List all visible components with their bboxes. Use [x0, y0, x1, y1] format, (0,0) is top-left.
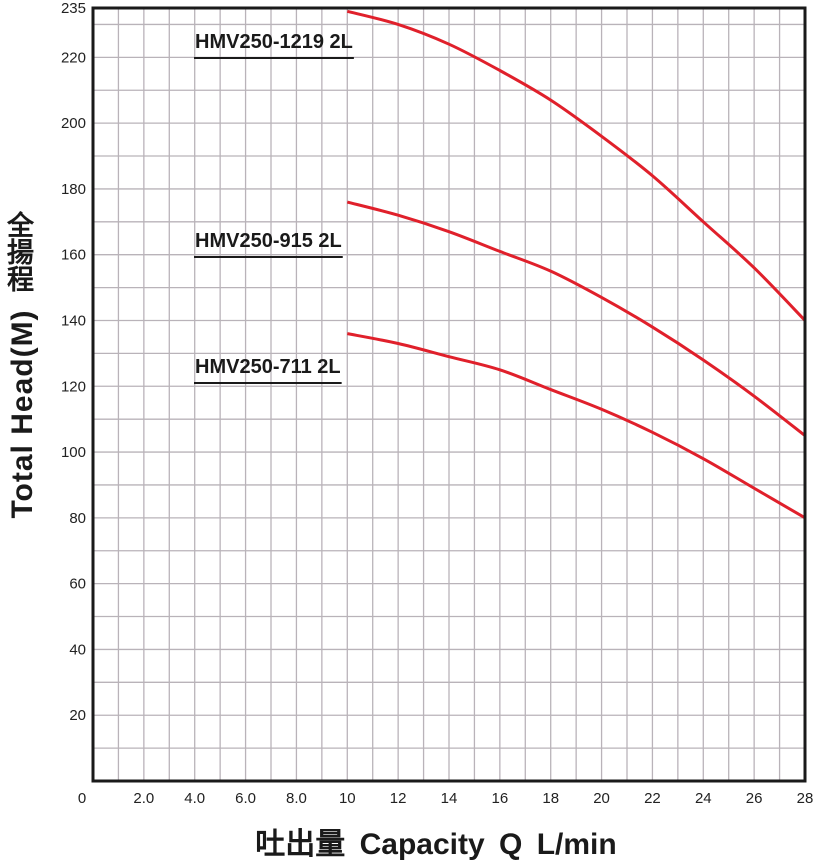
y-tick-label: 180	[61, 181, 86, 198]
x-tick-label: 28	[797, 790, 814, 807]
y-tick-label: 140	[61, 312, 86, 329]
y-tick-label: 100	[61, 444, 86, 461]
x-axis-title: 吐出量 Capacity Q L/min	[255, 828, 616, 861]
y-tick-label: 40	[69, 641, 86, 658]
x-tick-label: 12	[390, 790, 407, 807]
y-axis-title-cjk: 全揚程	[3, 210, 35, 292]
plot-frame	[91, 6, 807, 783]
y-tick-label: 200	[61, 115, 86, 132]
series-line	[346, 9, 807, 322]
y-tick-label: 80	[69, 510, 86, 527]
x-tick-label: 8.0	[286, 790, 307, 807]
y-tick-label: 120	[61, 378, 86, 395]
x-tick-label: 26	[746, 790, 763, 807]
y-tick-label: 235	[61, 0, 86, 17]
x-tick-label: 22	[644, 790, 661, 807]
y-tick-labels: 20 40 60 80 100 120 140 160 180 200 220 235	[61, 0, 86, 724]
x-tick-label: 10	[339, 790, 356, 807]
series-line	[347, 332, 806, 520]
y-tick-label: 20	[69, 707, 86, 724]
series-labels: HMV250-1219 2L HMV250-915 2L HMV250-711 2L	[194, 31, 354, 384]
x-tick-label: 18	[542, 790, 559, 807]
series-label: HMV250-915 2L	[195, 230, 342, 252]
x-tick-label: 6.0	[235, 790, 256, 807]
y-tick-label: 160	[61, 247, 86, 264]
x-tick-label: 0	[78, 790, 86, 807]
x-tick-labels: 0 2.0 4.0 6.0 8.0 10 12 14 16 18 20 22 24 26 28	[78, 790, 814, 807]
grid	[93, 8, 805, 781]
y-tick-label: 220	[61, 49, 86, 66]
y-tick-label: 60	[69, 576, 86, 593]
series-line	[346, 200, 806, 437]
x-tick-label: 14	[441, 790, 458, 807]
x-tick-label: 2.0	[133, 790, 154, 807]
y-axis-title-text: Total Head(M)	[6, 309, 39, 518]
x-tick-label: 24	[695, 790, 712, 807]
x-tick-label: 4.0	[184, 790, 205, 807]
x-tick-label: 16	[492, 790, 509, 807]
x-tick-label: 20	[593, 790, 610, 807]
series-lines	[346, 9, 807, 520]
series-label: HMV250-711 2L	[195, 356, 341, 378]
y-axis-title: Total Head(M)	[6, 309, 39, 518]
series-label: HMV250-1219 2L	[195, 31, 353, 53]
